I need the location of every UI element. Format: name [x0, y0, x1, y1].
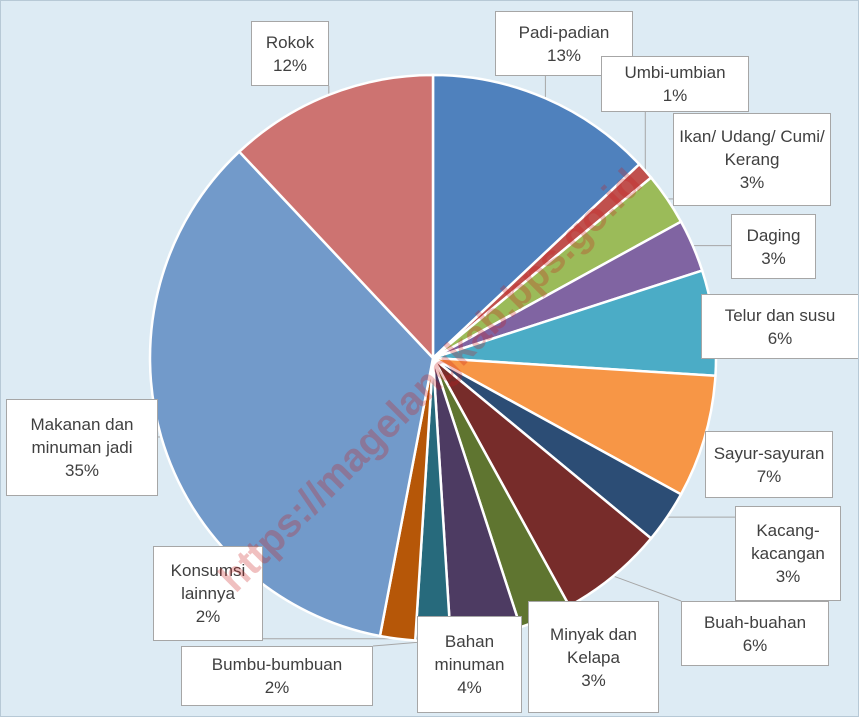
data-label: Kacang-kacangan 3% [735, 506, 841, 601]
slice-name: Minyak dan Kelapa [550, 624, 637, 667]
slice-value: 12% [272, 55, 308, 75]
slice-value: 1% [662, 86, 688, 105]
data-label: Rokok 12% [251, 21, 329, 86]
slice-name: Makanan dan minuman jadi [30, 415, 134, 457]
data-label: Telur dan susu 6% [701, 294, 858, 359]
slice-name: Padi-padian [518, 22, 610, 42]
slice-value: 3% [739, 173, 765, 192]
slice-value: 6% [742, 635, 768, 655]
slice-name: Rokok [265, 32, 315, 52]
pie-slice [432, 356, 717, 497]
data-label: Ikan/ Udang/ Cumi/ Kerang 3% [673, 113, 831, 206]
slice-value: 2% [195, 607, 221, 626]
slice-value: 2% [264, 678, 290, 697]
slice-value: 3% [775, 567, 801, 586]
data-label: Minyak dan Kelapa 3% [528, 601, 659, 713]
slice-value: 6% [767, 328, 793, 348]
pie-slice [237, 73, 435, 362]
data-label: Daging 3% [731, 214, 816, 279]
slice-value: 3% [761, 248, 786, 268]
slice-name: Umbi-umbian [624, 63, 726, 82]
slice-value: 4% [457, 678, 482, 697]
slice-value: 3% [581, 670, 606, 690]
leader-line [613, 575, 682, 602]
data-label: Makanan dan minuman jadi 35% [6, 399, 158, 496]
slice-value: 35% [64, 461, 100, 480]
leader-lines [158, 76, 735, 647]
slice-value: 13% [546, 45, 582, 65]
data-label: Buah-buahan 6% [681, 601, 829, 666]
slice-name: Bumbu-bumbuan [211, 655, 343, 674]
data-label: Umbi-umbian 1% [601, 56, 749, 112]
data-label: Konsumsi lainnya 2% [153, 546, 263, 641]
slice-name: Bahan minuman [434, 632, 505, 674]
slice-name: Kacang-kacangan [751, 521, 825, 563]
data-label: Sayur-sayuran 7% [705, 431, 833, 498]
data-label: Bahan minuman 4% [417, 616, 522, 713]
slice-name: Sayur-sayuran [713, 443, 825, 463]
slice-name: Konsumsi lainnya [170, 561, 246, 603]
data-label: Bumbu-bumbuan 2% [181, 646, 373, 706]
pie-slice [431, 73, 642, 361]
slice-name: Ikan/ Udang/ Cumi/ Kerang [679, 127, 825, 169]
slice-name: Daging [746, 225, 801, 245]
slice-value: 7% [756, 466, 782, 486]
slices [148, 73, 718, 643]
pie-slice [148, 149, 435, 638]
slice-name: Buah-buahan [703, 612, 807, 632]
slice-name: Telur dan susu [724, 305, 836, 325]
